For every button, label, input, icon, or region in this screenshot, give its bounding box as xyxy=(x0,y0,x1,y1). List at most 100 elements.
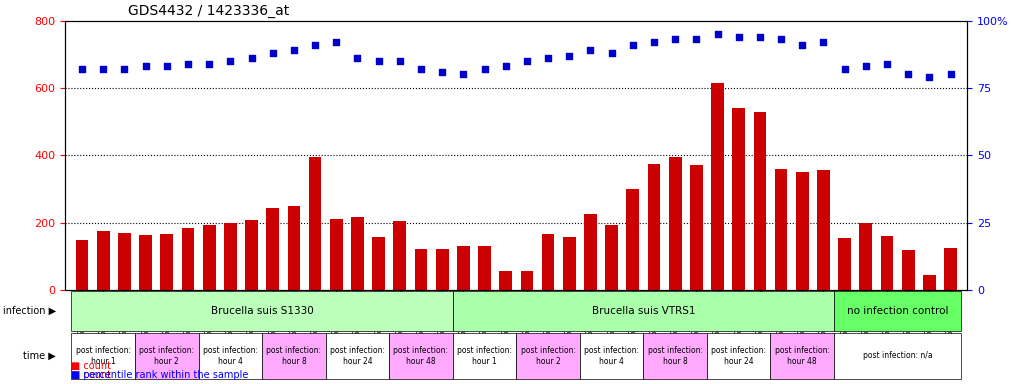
Point xyxy=(180,61,197,67)
Bar xyxy=(203,225,216,290)
Text: GDS4432 / 1423336_at: GDS4432 / 1423336_at xyxy=(129,4,290,18)
Bar xyxy=(330,219,342,290)
FancyBboxPatch shape xyxy=(643,333,707,379)
FancyBboxPatch shape xyxy=(771,333,834,379)
Bar xyxy=(944,248,957,290)
Bar xyxy=(669,157,682,290)
Bar xyxy=(754,111,766,290)
Point xyxy=(243,55,259,61)
Point xyxy=(392,58,408,64)
Point xyxy=(942,71,958,78)
Bar xyxy=(352,217,364,290)
Point xyxy=(159,63,175,70)
FancyBboxPatch shape xyxy=(325,333,389,379)
Bar xyxy=(139,235,152,290)
Point xyxy=(519,58,535,64)
FancyBboxPatch shape xyxy=(389,333,453,379)
Point xyxy=(709,31,725,37)
Text: ■ count: ■ count xyxy=(71,370,110,380)
Text: time ▶: time ▶ xyxy=(23,351,56,361)
Point xyxy=(371,58,387,64)
Text: post infection:
hour 1: post infection: hour 1 xyxy=(457,346,512,366)
Bar xyxy=(542,235,554,290)
Point xyxy=(879,61,895,67)
FancyBboxPatch shape xyxy=(453,333,517,379)
Bar xyxy=(414,249,427,290)
FancyBboxPatch shape xyxy=(72,291,453,331)
Text: no infection control: no infection control xyxy=(847,306,948,316)
Point xyxy=(497,63,514,70)
Bar xyxy=(880,236,893,290)
FancyBboxPatch shape xyxy=(707,333,771,379)
FancyBboxPatch shape xyxy=(262,333,325,379)
Text: ■ percentile rank within the sample: ■ percentile rank within the sample xyxy=(71,370,248,380)
Text: ■ count: ■ count xyxy=(71,361,110,371)
Bar xyxy=(647,164,660,290)
Bar xyxy=(711,83,724,290)
Bar xyxy=(457,246,470,290)
Point xyxy=(138,63,154,70)
Point xyxy=(201,61,217,67)
Text: post infection:
hour 4: post infection: hour 4 xyxy=(585,346,639,366)
Bar xyxy=(521,271,533,290)
Bar xyxy=(478,245,491,290)
Bar xyxy=(690,166,703,290)
Bar xyxy=(97,231,109,290)
Text: post infection:
hour 4: post infection: hour 4 xyxy=(203,346,258,366)
Text: post infection:
hour 24: post infection: hour 24 xyxy=(711,346,766,366)
Text: Brucella suis VTRS1: Brucella suis VTRS1 xyxy=(592,306,695,316)
Point xyxy=(773,36,789,43)
Text: post infection:
hour 8: post infection: hour 8 xyxy=(647,346,703,366)
Point xyxy=(646,39,663,45)
Bar xyxy=(288,207,300,290)
Point xyxy=(413,66,430,72)
Text: post infection:
hour 2: post infection: hour 2 xyxy=(521,346,575,366)
Bar xyxy=(563,237,575,290)
Text: post infection:
hour 2: post infection: hour 2 xyxy=(140,346,194,366)
FancyBboxPatch shape xyxy=(834,291,961,331)
Bar xyxy=(373,237,385,290)
Point xyxy=(286,47,302,53)
Point xyxy=(921,74,937,80)
Bar xyxy=(76,240,88,290)
Text: post infection:
hour 48: post infection: hour 48 xyxy=(775,346,830,366)
Bar xyxy=(181,228,194,290)
Bar xyxy=(266,208,279,290)
Point xyxy=(264,50,281,56)
Bar xyxy=(245,220,258,290)
Text: post infection:
hour 1: post infection: hour 1 xyxy=(76,346,131,366)
Point xyxy=(222,58,238,64)
Bar xyxy=(160,234,173,290)
Point xyxy=(540,55,556,61)
Point xyxy=(435,69,451,75)
Point xyxy=(837,66,853,72)
FancyBboxPatch shape xyxy=(199,333,262,379)
Point xyxy=(901,71,917,78)
Point xyxy=(604,50,620,56)
FancyBboxPatch shape xyxy=(517,333,579,379)
Bar xyxy=(902,250,915,290)
Text: Brucella suis S1330: Brucella suis S1330 xyxy=(211,306,313,316)
Bar xyxy=(775,169,787,290)
Point xyxy=(328,39,344,45)
FancyBboxPatch shape xyxy=(453,291,834,331)
Point xyxy=(752,34,768,40)
Point xyxy=(858,63,874,70)
Bar xyxy=(309,157,321,290)
Point xyxy=(95,66,111,72)
FancyBboxPatch shape xyxy=(834,333,961,379)
FancyBboxPatch shape xyxy=(135,333,199,379)
Point xyxy=(116,66,133,72)
Point xyxy=(455,71,471,78)
Text: infection ▶: infection ▶ xyxy=(3,306,56,316)
Bar xyxy=(606,225,618,290)
Bar xyxy=(732,108,746,290)
Point xyxy=(349,55,366,61)
Point xyxy=(668,36,684,43)
Point xyxy=(307,42,323,48)
Text: post infection:
hour 24: post infection: hour 24 xyxy=(330,346,385,366)
Bar xyxy=(119,233,131,290)
Point xyxy=(582,47,599,53)
Bar xyxy=(436,249,449,290)
Bar xyxy=(796,172,808,290)
